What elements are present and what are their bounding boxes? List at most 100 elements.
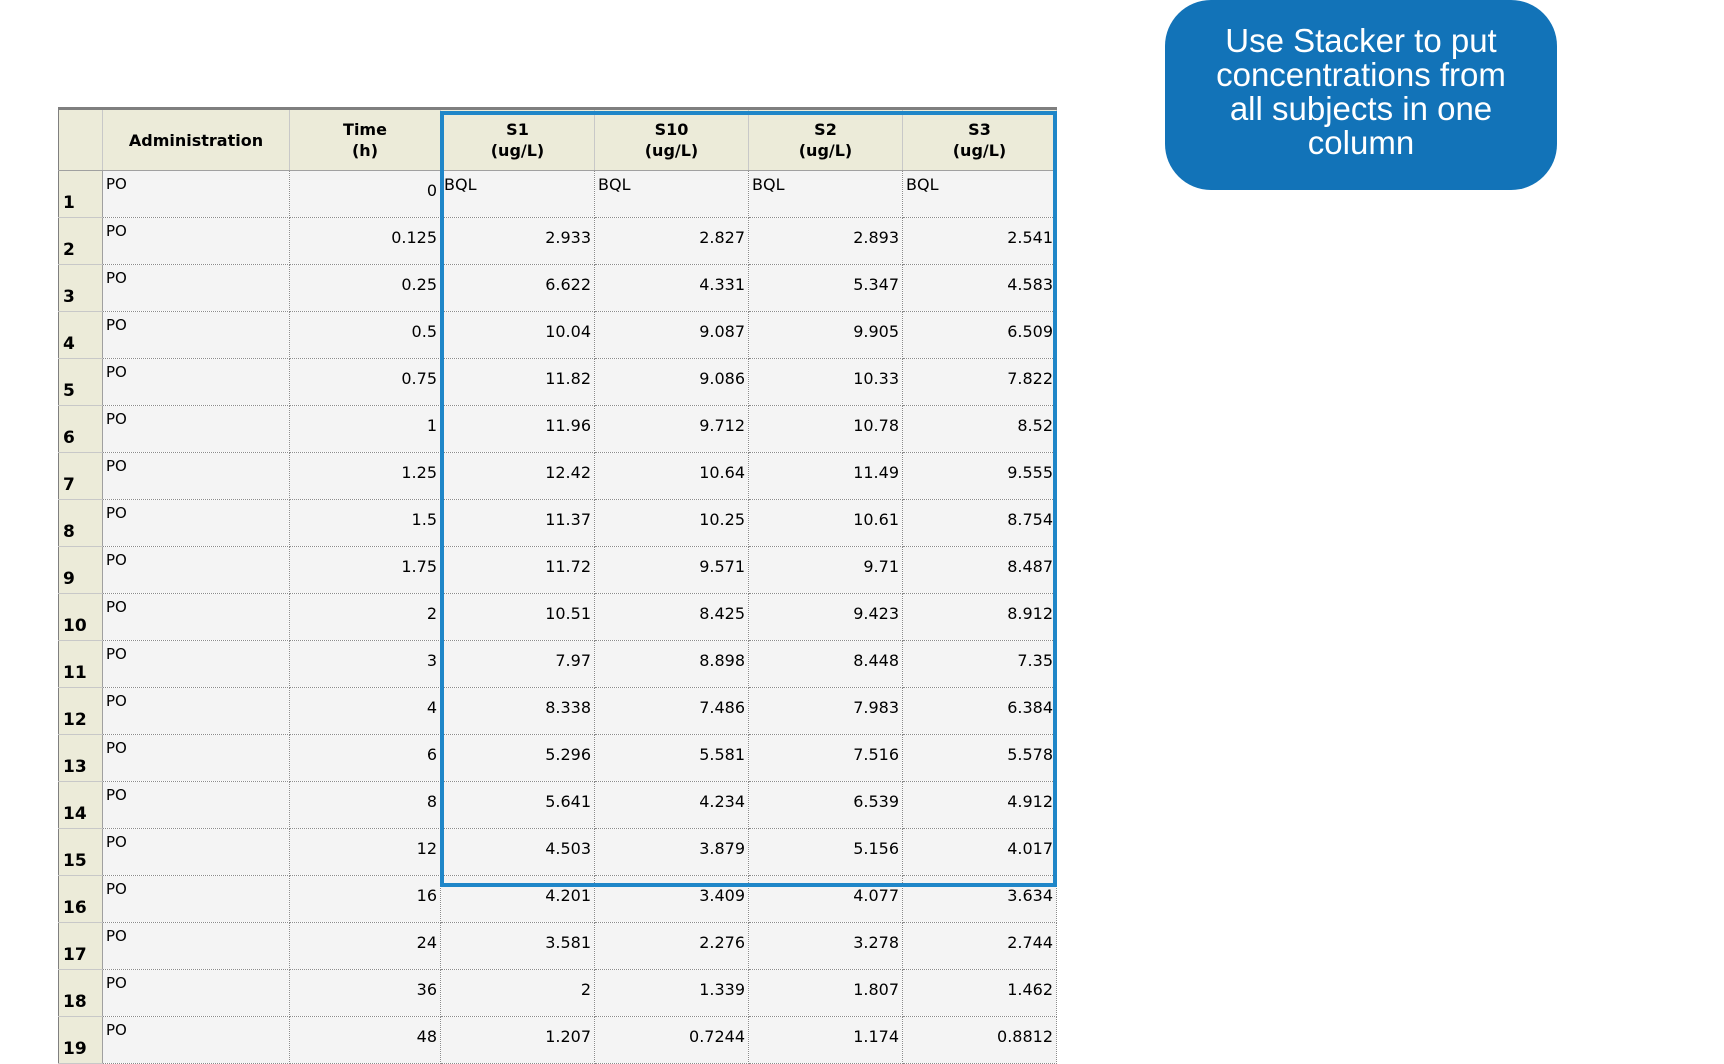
- cell-s10[interactable]: 8.898: [594, 640, 749, 688]
- row-number[interactable]: 18: [58, 969, 103, 1017]
- cell-s2[interactable]: 4.077: [748, 875, 903, 923]
- cell-s10[interactable]: 3.409: [594, 875, 749, 923]
- cell-s10[interactable]: 10.25: [594, 499, 749, 547]
- row-number[interactable]: 3: [58, 264, 103, 312]
- cell-s3[interactable]: 8.52: [902, 405, 1057, 453]
- cell-administration[interactable]: PO: [102, 405, 290, 453]
- cell-time[interactable]: 1.5: [289, 499, 441, 547]
- cell-s1[interactable]: 2.933: [440, 217, 595, 265]
- cell-s10[interactable]: 0.7244: [594, 1016, 749, 1064]
- cell-administration[interactable]: PO: [102, 264, 290, 312]
- cell-s1[interactable]: 11.72: [440, 546, 595, 594]
- column-header-s1[interactable]: S1 (ug/L): [440, 108, 595, 171]
- cell-s3[interactable]: 1.462: [902, 969, 1057, 1017]
- cell-time[interactable]: 0.125: [289, 217, 441, 265]
- cell-s1[interactable]: 12.42: [440, 452, 595, 500]
- cell-s1[interactable]: 5.641: [440, 781, 595, 829]
- row-number[interactable]: 7: [58, 452, 103, 500]
- row-number[interactable]: 11: [58, 640, 103, 688]
- cell-s10[interactable]: 9.571: [594, 546, 749, 594]
- cell-s2[interactable]: 10.61: [748, 499, 903, 547]
- cell-time[interactable]: 36: [289, 969, 441, 1017]
- cell-s10[interactable]: 10.64: [594, 452, 749, 500]
- column-header-s2[interactable]: S2 (ug/L): [748, 108, 903, 171]
- cell-administration[interactable]: PO: [102, 875, 290, 923]
- cell-s10[interactable]: 2.276: [594, 922, 749, 970]
- cell-time[interactable]: 0: [289, 170, 441, 218]
- row-number[interactable]: 13: [58, 734, 103, 782]
- cell-time[interactable]: 6: [289, 734, 441, 782]
- cell-s3[interactable]: 4.017: [902, 828, 1057, 876]
- cell-s2[interactable]: 10.78: [748, 405, 903, 453]
- cell-time[interactable]: 4: [289, 687, 441, 735]
- cell-s3[interactable]: 8.754: [902, 499, 1057, 547]
- row-number[interactable]: 1: [58, 170, 103, 218]
- cell-s2[interactable]: 3.278: [748, 922, 903, 970]
- cell-administration[interactable]: PO: [102, 546, 290, 594]
- cell-s2[interactable]: 9.905: [748, 311, 903, 359]
- cell-s2[interactable]: 6.539: [748, 781, 903, 829]
- cell-s3[interactable]: 8.487: [902, 546, 1057, 594]
- cell-s2[interactable]: 2.893: [748, 217, 903, 265]
- row-number[interactable]: 12: [58, 687, 103, 735]
- cell-time[interactable]: 48: [289, 1016, 441, 1064]
- cell-administration[interactable]: PO: [102, 499, 290, 547]
- cell-s3[interactable]: 4.583: [902, 264, 1057, 312]
- cell-s1[interactable]: 1.207: [440, 1016, 595, 1064]
- cell-s10[interactable]: 4.331: [594, 264, 749, 312]
- cell-s10[interactable]: 7.486: [594, 687, 749, 735]
- cell-s1[interactable]: 11.82: [440, 358, 595, 406]
- cell-administration[interactable]: PO: [102, 452, 290, 500]
- cell-administration[interactable]: PO: [102, 734, 290, 782]
- cell-s1[interactable]: BQL: [440, 170, 595, 218]
- cell-time[interactable]: 1.75: [289, 546, 441, 594]
- cell-s2[interactable]: 7.516: [748, 734, 903, 782]
- cell-s2[interactable]: 9.71: [748, 546, 903, 594]
- cell-s3[interactable]: 2.744: [902, 922, 1057, 970]
- cell-s1[interactable]: 2: [440, 969, 595, 1017]
- cell-s3[interactable]: 2.541: [902, 217, 1057, 265]
- cell-s3[interactable]: 4.912: [902, 781, 1057, 829]
- cell-time[interactable]: 3: [289, 640, 441, 688]
- row-number[interactable]: 10: [58, 593, 103, 641]
- cell-time[interactable]: 1.25: [289, 452, 441, 500]
- row-number[interactable]: 17: [58, 922, 103, 970]
- cell-s10[interactable]: 4.234: [594, 781, 749, 829]
- cell-time[interactable]: 16: [289, 875, 441, 923]
- cell-administration[interactable]: PO: [102, 687, 290, 735]
- cell-s2[interactable]: 1.174: [748, 1016, 903, 1064]
- cell-administration[interactable]: PO: [102, 922, 290, 970]
- cell-s3[interactable]: BQL: [902, 170, 1057, 218]
- column-header-administration[interactable]: Administration: [102, 108, 290, 171]
- row-number[interactable]: 19: [58, 1016, 103, 1064]
- cell-time[interactable]: 0.25: [289, 264, 441, 312]
- cell-time[interactable]: 0.5: [289, 311, 441, 359]
- cell-s1[interactable]: 7.97: [440, 640, 595, 688]
- row-number[interactable]: 4: [58, 311, 103, 359]
- cell-administration[interactable]: PO: [102, 217, 290, 265]
- row-number[interactable]: 16: [58, 875, 103, 923]
- cell-s2[interactable]: 11.49: [748, 452, 903, 500]
- cell-s10[interactable]: BQL: [594, 170, 749, 218]
- row-number[interactable]: 5: [58, 358, 103, 406]
- cell-s3[interactable]: 7.822: [902, 358, 1057, 406]
- cell-administration[interactable]: PO: [102, 640, 290, 688]
- row-number[interactable]: 2: [58, 217, 103, 265]
- cell-s1[interactable]: 10.04: [440, 311, 595, 359]
- cell-administration[interactable]: PO: [102, 781, 290, 829]
- cell-time[interactable]: 8: [289, 781, 441, 829]
- cell-time[interactable]: 2: [289, 593, 441, 641]
- cell-s2[interactable]: 1.807: [748, 969, 903, 1017]
- cell-administration[interactable]: PO: [102, 311, 290, 359]
- cell-s3[interactable]: 0.8812: [902, 1016, 1057, 1064]
- cell-s1[interactable]: 10.51: [440, 593, 595, 641]
- column-header-time[interactable]: Time (h): [289, 108, 441, 171]
- cell-s10[interactable]: 2.827: [594, 217, 749, 265]
- cell-s2[interactable]: 9.423: [748, 593, 903, 641]
- cell-s2[interactable]: 5.347: [748, 264, 903, 312]
- cell-administration[interactable]: PO: [102, 828, 290, 876]
- row-number[interactable]: 8: [58, 499, 103, 547]
- column-header-s3[interactable]: S3 (ug/L): [902, 108, 1057, 171]
- cell-s10[interactable]: 3.879: [594, 828, 749, 876]
- cell-s2[interactable]: 5.156: [748, 828, 903, 876]
